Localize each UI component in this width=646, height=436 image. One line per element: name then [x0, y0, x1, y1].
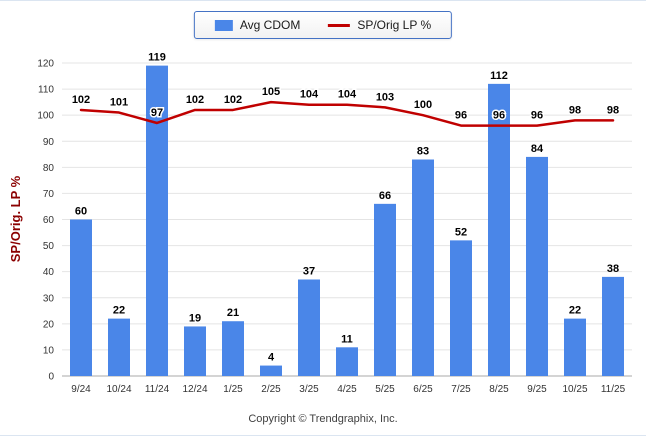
legend-label-sp-orig-lp: SP/Orig LP % [357, 18, 432, 32]
line-value-label: 98 [607, 104, 619, 116]
line-value-label: 104 [300, 89, 319, 101]
x-tick-label: 7/25 [451, 384, 471, 395]
line-value-label: 105 [262, 86, 280, 98]
bar-series-swatch [214, 19, 233, 31]
x-tick-label: 11/24 [145, 384, 170, 395]
line-value-label: 100 [414, 99, 432, 111]
x-tick-label: 4/25 [337, 384, 357, 395]
legend-item-sp-orig-lp: SP/Orig LP % [328, 18, 431, 32]
line-value-label: 103 [376, 91, 394, 103]
bar-value-label: 4 [268, 352, 275, 364]
bar-value-label: 119 [148, 52, 166, 64]
bar [184, 326, 206, 376]
x-tick-label: 12/24 [182, 384, 207, 395]
bar-value-label: 84 [531, 143, 544, 155]
bar [412, 159, 434, 376]
bar [222, 321, 244, 376]
legend-label-avg-cdom: Avg CDOM [239, 18, 301, 32]
y-tick-label: 60 [43, 215, 55, 226]
bar-value-label: 22 [569, 305, 581, 317]
x-tick-label: 8/25 [489, 384, 509, 395]
line-value-label: 102 [72, 94, 90, 106]
legend-item-avg-cdom: Avg CDOM [214, 18, 301, 32]
y-tick-label: 20 [43, 319, 55, 330]
y-tick-label: 90 [43, 137, 55, 148]
x-tick-label: 2/25 [261, 384, 281, 395]
line-value-label: 96 [493, 110, 505, 122]
line-value-label: 97 [151, 107, 163, 119]
x-tick-label: 9/24 [71, 384, 91, 395]
bar-value-label: 52 [455, 226, 467, 238]
y-tick-label: 70 [43, 189, 55, 200]
y-tick-label: 10 [43, 345, 55, 356]
x-tick-label: 1/25 [223, 384, 243, 395]
bar-value-label: 66 [379, 190, 391, 202]
bar-value-label: 11 [341, 333, 353, 345]
y-tick-label: 0 [48, 372, 54, 383]
copyright-text: Copyright © Trendgraphix, Inc. [248, 413, 398, 425]
bar [526, 156, 548, 376]
bar [108, 318, 130, 376]
line-value-label: 101 [110, 97, 128, 109]
bar-value-label: 37 [303, 265, 315, 277]
y-tick-label: 100 [37, 111, 54, 122]
bar-value-label: 60 [75, 206, 87, 218]
y-tick-label: 80 [43, 163, 55, 174]
bar [374, 203, 396, 376]
x-tick-label: 11/25 [601, 384, 626, 395]
bar [298, 279, 320, 376]
line-series [79, 100, 615, 127]
bar-value-label: 19 [189, 312, 201, 324]
bar [70, 219, 92, 376]
legend: Avg CDOM SP/Orig LP % [193, 11, 453, 39]
line-value-label: 96 [455, 110, 467, 122]
bar-value-label: 112 [490, 70, 508, 82]
bar-value-label: 38 [607, 263, 619, 275]
bar [488, 83, 510, 376]
line-series-swatch [328, 23, 351, 27]
bar [602, 276, 624, 376]
y-tick-label: 40 [43, 267, 55, 278]
x-tick-label: 3/25 [299, 384, 319, 395]
bar-value-label: 21 [227, 307, 239, 319]
x-tick-label: 6/25 [413, 384, 433, 395]
line-value-label: 102 [224, 94, 242, 106]
line-value-label: 102 [186, 94, 204, 106]
x-tick-label: 10/25 [562, 384, 587, 395]
bar [260, 365, 282, 376]
bar [336, 347, 358, 376]
bar-value-label: 83 [417, 146, 429, 158]
x-tick-label: 10/24 [106, 384, 131, 395]
bar-value-label: 22 [113, 305, 125, 317]
y-tick-label: 50 [43, 241, 55, 252]
bar [564, 318, 586, 376]
line-value-label: 104 [338, 89, 357, 101]
y-tick-label: 110 [38, 85, 54, 96]
bar [450, 240, 472, 376]
line-value-label: 98 [569, 104, 581, 116]
x-tick-label: 5/25 [375, 384, 395, 395]
x-tick-label: 9/25 [527, 384, 547, 395]
bar [146, 65, 168, 376]
y-tick-label: 30 [43, 293, 55, 304]
y-axis-title: SP/Orig. LP % [8, 175, 23, 263]
y-tick-label: 120 [37, 59, 54, 70]
line-value-label: 96 [531, 110, 543, 122]
